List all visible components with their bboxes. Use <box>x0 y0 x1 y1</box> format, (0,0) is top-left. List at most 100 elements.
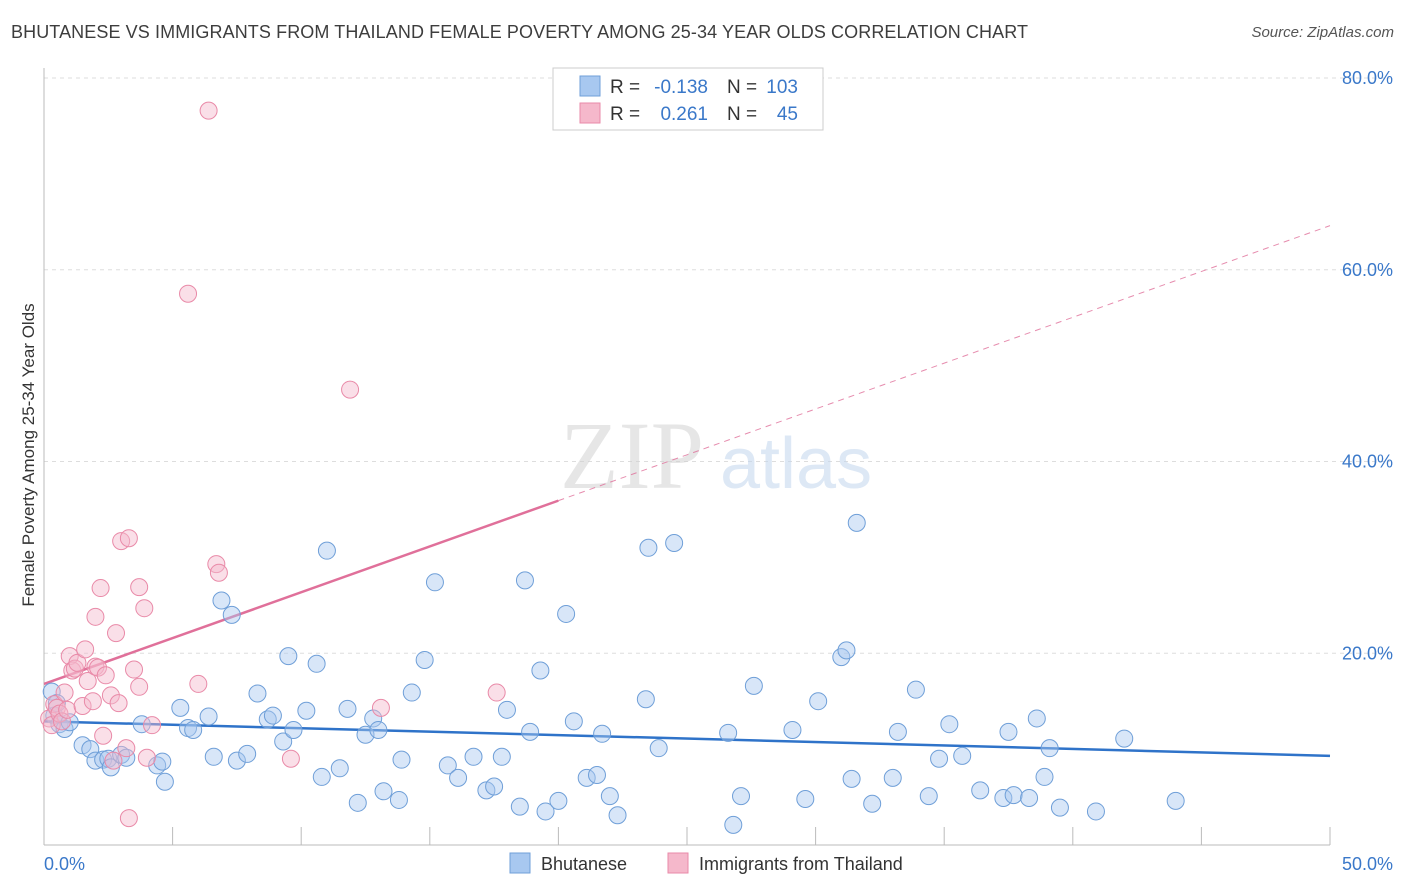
data-point-pink <box>86 607 105 626</box>
series-legend: Bhutanese Immigrants from Thailand <box>509 852 903 874</box>
data-point-blue <box>153 752 172 771</box>
trend-line-blue <box>43 720 1331 758</box>
stats-r-value-thailand: 0.261 <box>660 104 708 125</box>
data-point-blue <box>374 782 393 801</box>
data-point-pink <box>119 809 138 828</box>
x-tick-label: 50.0% <box>1342 854 1393 874</box>
data-point-blue <box>665 533 684 552</box>
data-point-blue <box>1050 798 1069 817</box>
data-point-blue <box>842 769 861 788</box>
data-point-blue <box>837 641 856 660</box>
data-point-blue <box>402 683 421 702</box>
data-point-pink <box>101 686 120 705</box>
data-point-pink <box>107 624 126 643</box>
data-point-blue <box>863 794 882 813</box>
data-point-blue <box>155 772 174 791</box>
data-point-blue <box>649 739 668 758</box>
data-point-blue <box>279 647 298 666</box>
data-point-blue <box>600 787 619 806</box>
data-point-blue <box>847 513 866 532</box>
data-point-blue <box>732 787 751 806</box>
data-point-blue <box>199 707 218 726</box>
data-points <box>40 101 1185 834</box>
stats-n-value-thailand: 45 <box>777 104 798 125</box>
data-point-pink <box>487 683 506 702</box>
data-point-pink <box>281 749 300 768</box>
data-point-blue <box>1020 789 1039 808</box>
data-point-blue <box>1027 709 1046 728</box>
data-point-pink <box>125 660 144 679</box>
data-point-blue <box>719 723 738 742</box>
data-point-blue <box>212 591 231 610</box>
data-point-blue <box>464 747 483 766</box>
data-point-pink <box>91 579 110 598</box>
data-point-blue <box>392 750 411 769</box>
data-point-blue <box>549 791 568 810</box>
data-point-blue <box>930 749 949 768</box>
data-point-blue <box>248 684 267 703</box>
y-tick-label: 60.0% <box>1342 260 1393 280</box>
data-point-blue <box>317 541 336 560</box>
data-point-pink <box>189 674 208 693</box>
data-point-blue <box>940 715 959 734</box>
gridlines <box>44 77 1390 654</box>
trend-line-pink <box>43 499 559 686</box>
y-tick-labels: 20.0% 40.0% 60.0% 80.0% <box>1342 68 1393 663</box>
legend-swatch-thailand <box>667 852 689 874</box>
data-point-blue <box>369 720 388 739</box>
data-point-pink <box>130 578 149 597</box>
data-point-pink <box>58 700 77 719</box>
watermark-zip: ZIP <box>560 402 704 509</box>
data-point-pink <box>94 726 113 745</box>
data-point-blue <box>608 806 627 825</box>
data-point-blue <box>263 706 282 725</box>
data-point-pink <box>73 696 92 715</box>
stats-swatch-thailand <box>579 102 601 124</box>
data-point-blue <box>449 768 468 787</box>
stats-r-label-thailand: R = <box>610 104 640 125</box>
data-point-pink <box>135 599 154 618</box>
data-point-blue <box>492 747 511 766</box>
data-point-pink <box>96 666 115 685</box>
data-point-blue <box>1035 767 1054 786</box>
data-point-blue <box>796 789 815 808</box>
axes <box>43 68 1331 846</box>
chart-title: BHUTANESE VS IMMIGRANTS FROM THAILAND FE… <box>11 22 1029 42</box>
y-tick-label: 80.0% <box>1342 68 1393 88</box>
data-point-blue <box>307 654 326 673</box>
stats-r-label-bhutanese: R = <box>610 77 640 98</box>
data-point-blue <box>521 722 540 741</box>
x-tick-label: 0.0% <box>44 854 85 874</box>
data-point-pink <box>341 380 360 399</box>
data-point-pink <box>68 653 87 672</box>
data-point-pink <box>130 677 149 696</box>
data-point-blue <box>94 750 113 769</box>
data-point-blue <box>204 747 223 766</box>
data-point-blue <box>312 767 331 786</box>
data-point-pink <box>76 640 95 659</box>
data-point-blue <box>587 766 606 785</box>
data-point-blue <box>389 790 408 809</box>
data-point-blue <box>883 768 902 787</box>
x-tick-labels: 0.0% 50.0% <box>44 854 1393 874</box>
data-point-blue <box>906 680 925 699</box>
stats-n-label-bhutanese: N = <box>727 77 757 98</box>
data-point-blue <box>724 815 743 834</box>
data-point-blue <box>809 692 828 711</box>
data-point-blue <box>783 720 802 739</box>
data-point-blue <box>536 802 555 821</box>
data-point-blue <box>238 744 257 763</box>
data-point-blue <box>81 740 100 759</box>
data-point-blue <box>132 715 151 734</box>
y-tick-label: 20.0% <box>1342 643 1393 663</box>
data-point-blue <box>222 605 241 624</box>
data-point-blue <box>744 676 763 695</box>
data-point-blue <box>348 793 367 812</box>
legend-label-thailand: Immigrants from Thailand <box>699 854 903 874</box>
data-point-blue <box>888 722 907 741</box>
data-point-pink <box>143 716 162 735</box>
data-point-blue <box>274 732 293 751</box>
data-point-pink <box>179 284 198 303</box>
data-point-pink <box>55 683 74 702</box>
